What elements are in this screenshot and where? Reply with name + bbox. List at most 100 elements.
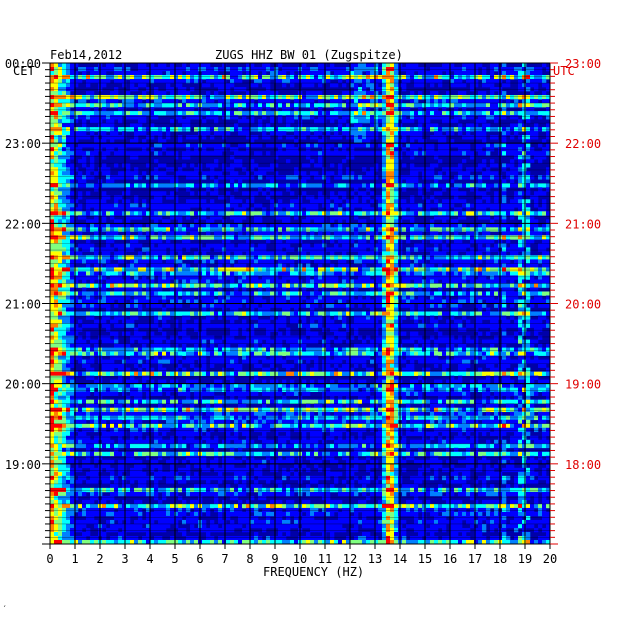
heatmap-cell — [506, 171, 511, 176]
heatmap-cell — [266, 67, 271, 72]
heatmap-cell — [490, 227, 495, 232]
heatmap-cell — [62, 115, 67, 120]
heatmap-cell — [210, 207, 215, 212]
heatmap-cell — [90, 167, 95, 172]
heatmap-cell — [54, 247, 59, 252]
heatmap-cell — [446, 207, 451, 212]
heatmap-cell — [182, 235, 187, 240]
heatmap-cell — [434, 183, 439, 188]
heatmap-cell — [454, 271, 459, 276]
heatmap-cell — [338, 151, 343, 156]
heatmap-cell — [66, 275, 71, 280]
heatmap-cell — [394, 267, 399, 272]
heatmap-cell — [118, 103, 123, 108]
heatmap-cell — [82, 103, 87, 108]
heatmap-cell — [486, 239, 491, 244]
heatmap-cell — [490, 239, 495, 244]
heatmap-cell — [262, 167, 267, 172]
heatmap-cell — [338, 99, 343, 104]
heatmap-cell — [410, 183, 415, 188]
heatmap-cell — [106, 135, 111, 140]
heatmap-cell — [202, 223, 207, 228]
heatmap-cell — [194, 267, 199, 272]
heatmap-cell — [246, 111, 251, 116]
heatmap-cell — [410, 271, 415, 276]
heatmap-cell — [130, 243, 135, 248]
heatmap-cell — [278, 283, 283, 288]
heatmap-cell — [310, 255, 315, 260]
heatmap-cell — [186, 279, 191, 284]
heatmap-cell — [382, 203, 387, 208]
heatmap-cell — [286, 103, 291, 108]
heatmap-cell — [258, 243, 263, 248]
heatmap-cell — [530, 107, 535, 112]
heatmap-cell — [474, 239, 479, 244]
heatmap-cell — [374, 275, 379, 280]
heatmap-cell — [150, 215, 155, 220]
heatmap-cell — [450, 131, 455, 136]
heatmap-cell — [378, 259, 383, 264]
heatmap-cell — [138, 103, 143, 108]
heatmap-cell — [474, 255, 479, 260]
heatmap-cell — [310, 95, 315, 100]
heatmap-cell — [514, 131, 519, 136]
heatmap-cell — [518, 255, 523, 260]
heatmap-cell — [546, 255, 551, 260]
heatmap-cell — [226, 239, 231, 244]
heatmap-cell — [366, 271, 371, 276]
heatmap-cell — [162, 175, 167, 180]
heatmap-cell — [222, 175, 227, 180]
heatmap-cell — [350, 107, 355, 112]
heatmap-cell — [62, 267, 67, 272]
heatmap-cell — [326, 283, 331, 288]
heatmap-cell — [418, 259, 423, 264]
heatmap-cell — [130, 127, 135, 132]
heatmap-cell — [178, 243, 183, 248]
heatmap-cell — [354, 287, 359, 292]
heatmap-cell — [258, 67, 263, 72]
heatmap-cell — [314, 163, 319, 168]
heatmap-cell — [438, 183, 443, 188]
heatmap-cell — [366, 83, 371, 88]
heatmap-cell — [378, 279, 383, 284]
heatmap-cell — [250, 243, 255, 248]
heatmap-cell — [470, 255, 475, 260]
heatmap-cell — [94, 95, 99, 100]
heatmap-cell — [178, 215, 183, 220]
heatmap-cell — [86, 135, 91, 140]
heatmap-cell — [462, 83, 467, 88]
heatmap-cell — [134, 139, 139, 144]
heatmap-cell — [458, 83, 463, 88]
heatmap-cell — [254, 283, 259, 288]
heatmap-cell — [382, 247, 387, 252]
heatmap-cell — [150, 223, 155, 228]
heatmap-cell — [494, 103, 499, 108]
heatmap-cell — [234, 235, 239, 240]
heatmap-cell — [102, 207, 107, 212]
heatmap-cell — [130, 103, 135, 108]
heatmap-cell — [538, 175, 543, 180]
heatmap-cell — [490, 275, 495, 280]
heatmap-cell — [166, 151, 171, 156]
heatmap-cell — [410, 207, 415, 212]
heatmap-cell — [362, 79, 367, 84]
heatmap-cell — [306, 75, 311, 80]
heatmap-cell — [506, 231, 511, 236]
heatmap-cell — [182, 99, 187, 104]
heatmap-cell — [318, 119, 323, 124]
heatmap-cell — [458, 71, 463, 76]
heatmap-cell — [326, 223, 331, 228]
heatmap-cell — [82, 275, 87, 280]
heatmap-cell — [194, 243, 199, 248]
heatmap-cell — [346, 239, 351, 244]
heatmap-cell — [214, 151, 219, 156]
heatmap-cell — [382, 163, 387, 168]
heatmap-cell — [238, 163, 243, 168]
heatmap-cell — [494, 135, 499, 140]
heatmap-cell — [278, 263, 283, 268]
heatmap-cell — [362, 219, 367, 224]
heatmap-cell — [538, 103, 543, 108]
heatmap-cell — [206, 255, 211, 260]
heatmap-cell — [54, 119, 59, 124]
heatmap-cell — [346, 155, 351, 160]
